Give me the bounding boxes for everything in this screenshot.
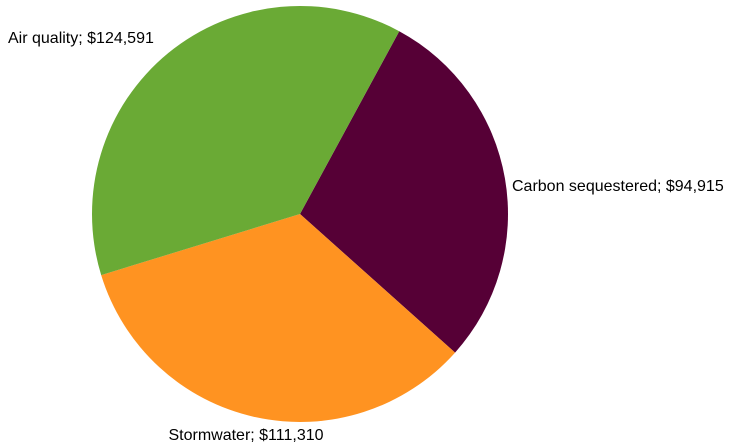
pie-slice-air-quality [92,6,400,276]
pie-label-air-quality: Air quality; $124,591 [8,30,154,47]
pie-slice-carbon-sequestered [300,31,509,353]
pie-label-stormwater: Stormwater; $111,310 [168,427,323,444]
pie-slice-stormwater [101,214,456,423]
pie-label-carbon-sequestered: Carbon sequestered; $94,915 [512,178,724,195]
pie-labels: Carbon sequestered; $94,915 Stormwater; $… [8,30,724,444]
pie-slices [92,6,509,423]
